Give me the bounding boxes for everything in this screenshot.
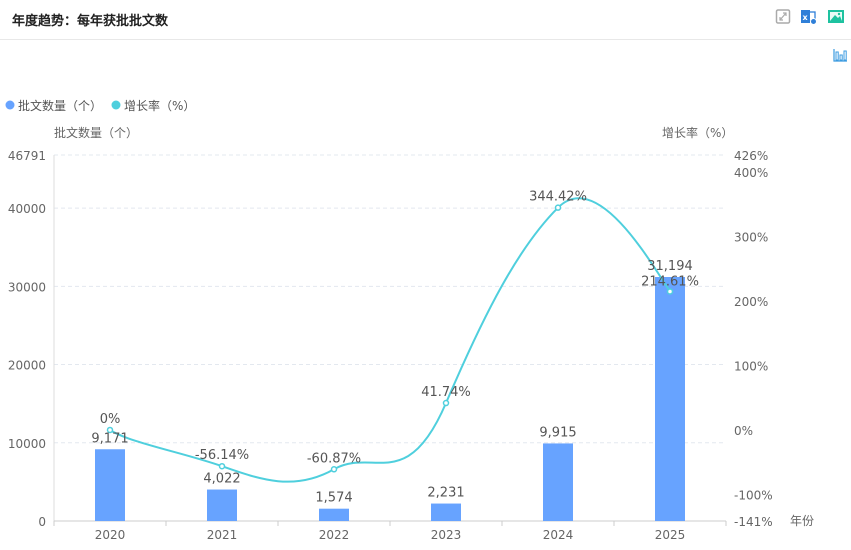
right-tick-label: 300% [734,230,768,244]
right-tick-label: 100% [734,359,768,373]
right-tick-label: -100% [734,489,773,503]
x-tick-label: 2020 [95,528,126,542]
left-tick-label: 20000 [8,359,46,373]
line-point [106,426,114,434]
growth-line [109,197,671,483]
right-tick-label: 200% [734,295,768,309]
line-data-label: -60.87% [307,451,361,466]
line-data-label: 0% [100,412,121,427]
bar [431,503,461,521]
line-data-label: 344.42% [529,190,587,205]
header: 年度趋势：每年获批批文数 x [0,0,851,40]
line-data-label: 41.74% [421,385,471,400]
save-image-icon[interactable] [827,9,845,25]
bar-data-label: 31,194 [647,259,693,274]
svg-text:x: x [803,13,809,22]
legend: 批文数量（个） 增长率（%） [5,98,196,113]
line-point [330,466,338,473]
left-tick-label: 40000 [8,202,46,216]
bar [543,443,573,521]
bar [207,489,237,521]
line-point [554,204,562,211]
svg-text:增长率（%）: 增长率（%） [124,98,195,113]
bar [655,277,685,521]
right-axis-label: 增长率（%） [662,125,733,140]
left-tick-label: 10000 [8,437,46,451]
right-tick-label: -141% [734,515,773,529]
svg-text:批文数量（个）: 批文数量（个） [18,98,102,113]
right-tick-label: 0% [734,424,753,438]
line-point [218,462,226,470]
right-tick-label: 400% [734,166,768,180]
export-excel-icon[interactable]: x [800,9,818,25]
legend-item-bar[interactable]: 批文数量（个） [5,98,103,113]
bar-data-label: 9,915 [539,425,576,440]
bar-data-label: 1,574 [315,491,352,506]
bar-data-label: 9,171 [91,431,128,446]
x-tick-label: 2022 [319,528,350,542]
x-axis-label: 年份 [790,514,814,528]
right-tick-label: 426% [734,149,768,163]
line-data-label: 214.61% [641,274,699,289]
page-title: 年度趋势：每年获批批文数 [12,14,169,29]
left-axis-label: 批文数量（个） [54,125,138,140]
line-point [442,399,450,407]
left-tick-label: 46791 [8,149,46,163]
line-point [666,288,674,295]
bar [95,449,125,521]
bar-data-label: 4,022 [203,472,240,487]
chart-type-icon[interactable] [832,47,848,63]
left-tick-label: 0 [38,515,46,529]
bar-data-label: 2,231 [427,486,464,501]
x-tick-label: 2023 [431,528,462,542]
x-tick-label: 2024 [543,528,574,542]
x-tick-label: 2025 [655,528,686,542]
legend-item-line[interactable]: 增长率（%） [111,98,196,113]
x-tick-label: 2021 [207,528,238,542]
bar [319,508,349,521]
line-data-label: -56.14% [195,448,249,463]
left-tick-label: 30000 [8,280,46,294]
fullscreen-icon[interactable] [775,9,793,25]
